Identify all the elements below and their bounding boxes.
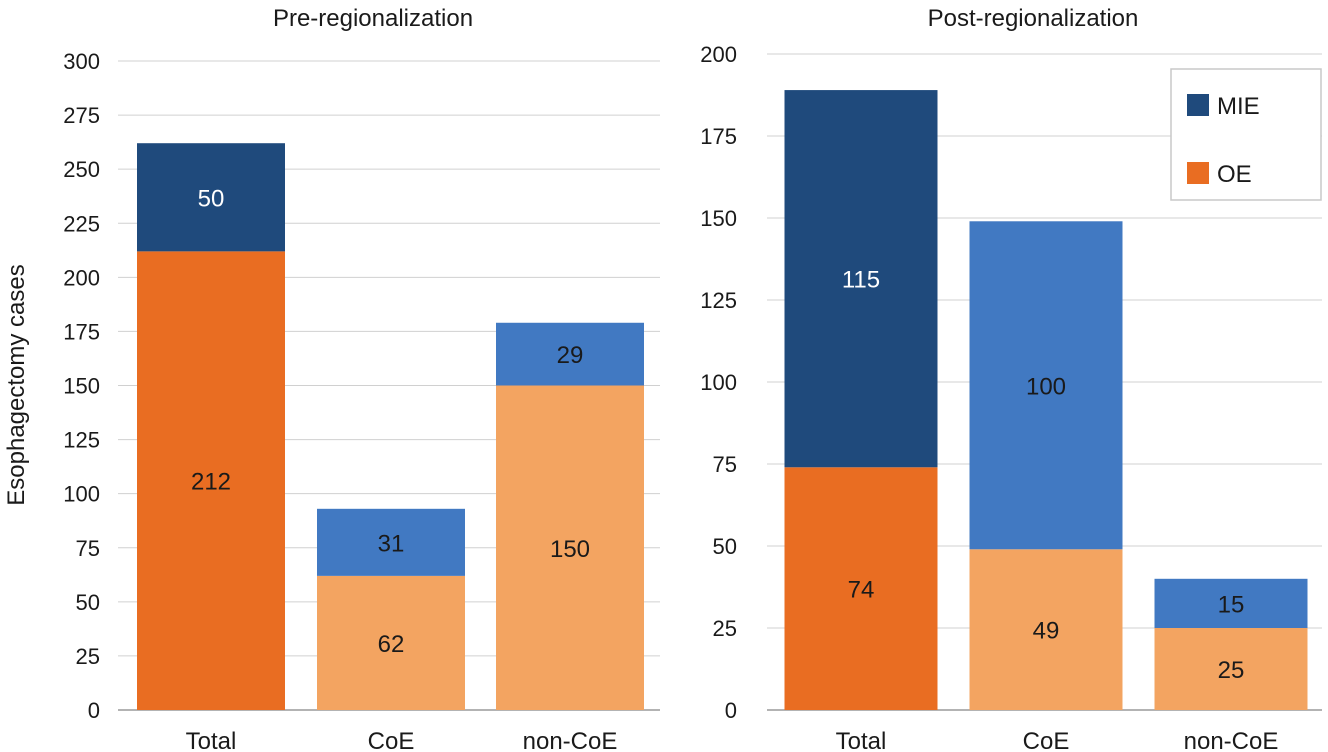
y-tick-label: 25 — [76, 644, 100, 669]
data-label-mie-coe: 100 — [1026, 373, 1066, 400]
bar-oe-coe — [969, 549, 1123, 710]
y-tick-label: 150 — [700, 206, 737, 231]
y-tick-label: 0 — [725, 698, 737, 723]
legend-label-mie: MIE — [1217, 93, 1260, 120]
bar-mie-total — [784, 90, 938, 468]
data-label-oe-total: 212 — [191, 469, 231, 496]
y-tick-label: 175 — [63, 319, 100, 344]
data-label-oe-total: 74 — [848, 577, 875, 604]
panel-title: Post-regionalization — [928, 5, 1139, 32]
x-category-label: non-CoE — [1184, 728, 1279, 752]
y-tick-label: 0 — [88, 698, 100, 723]
data-label-mie-total: 50 — [198, 185, 225, 212]
bar-oe-coe — [317, 575, 465, 710]
data-label-oe-non-coe: 150 — [550, 536, 590, 563]
y-tick-label: 300 — [63, 49, 100, 74]
y-tick-label: 100 — [63, 482, 100, 507]
x-category-label: Total — [186, 728, 237, 752]
bar-mie-coe — [317, 508, 465, 576]
data-label-oe-coe: 49 — [1033, 618, 1060, 645]
bar-mie-total — [137, 143, 285, 252]
data-label-mie-non-coe: 15 — [1218, 591, 1245, 618]
bar-oe-total — [137, 251, 285, 710]
panel-title: Pre-regionalization — [273, 5, 473, 32]
pre-regionalization-panel: Pre-regionalization 0 25 50 75 100 125 150 175 20… — [63, 5, 660, 752]
x-category-label: CoE — [1023, 728, 1070, 752]
legend-swatch-oe — [1187, 162, 1209, 184]
y-tick-label: 100 — [700, 370, 737, 395]
y-tick-label: 50 — [76, 590, 100, 615]
y-tick-label: 250 — [63, 157, 100, 182]
bar-mie-coe — [969, 221, 1123, 550]
bar-mie-non-coe — [1154, 578, 1308, 628]
y-tick-label: 125 — [63, 428, 100, 453]
bar-oe-non-coe — [1154, 628, 1308, 710]
y-axis-title: Esophagectomy cases — [3, 264, 30, 505]
y-tick-label: 75 — [713, 452, 737, 477]
y-tick-label: 25 — [713, 616, 737, 641]
data-label-oe-non-coe: 25 — [1218, 657, 1245, 684]
y-tick-label: 275 — [63, 103, 100, 128]
y-tick-label: 175 — [700, 124, 737, 149]
y-tick-label: 75 — [76, 536, 100, 561]
bar-mie-non-coe — [496, 322, 644, 386]
y-tick-label: 150 — [63, 374, 100, 399]
legend-label-oe: OE — [1217, 161, 1252, 188]
data-label-mie-total: 115 — [842, 267, 880, 294]
x-category-label: Total — [836, 728, 887, 752]
y-tick-label: 225 — [63, 211, 100, 236]
post-regionalization-panel: Post-regionalization 0 25 50 75 100 125 150 175 2… — [700, 5, 1322, 752]
chart-legend: MIE OE — [1170, 68, 1322, 201]
bar-oe-total — [784, 467, 938, 710]
x-category-label: CoE — [368, 728, 415, 752]
y-tick-label: 200 — [700, 42, 737, 67]
bar-oe-non-coe — [496, 385, 644, 710]
data-label-oe-coe: 62 — [378, 631, 405, 658]
legend-swatch-mie — [1187, 94, 1209, 116]
y-tick-label: 125 — [700, 288, 737, 313]
data-label-mie-coe: 31 — [378, 530, 405, 557]
data-label-mie-non-coe: 29 — [557, 342, 584, 369]
x-category-label: non-CoE — [523, 728, 618, 752]
y-tick-label: 200 — [63, 265, 100, 290]
y-tick-label: 50 — [713, 534, 737, 559]
